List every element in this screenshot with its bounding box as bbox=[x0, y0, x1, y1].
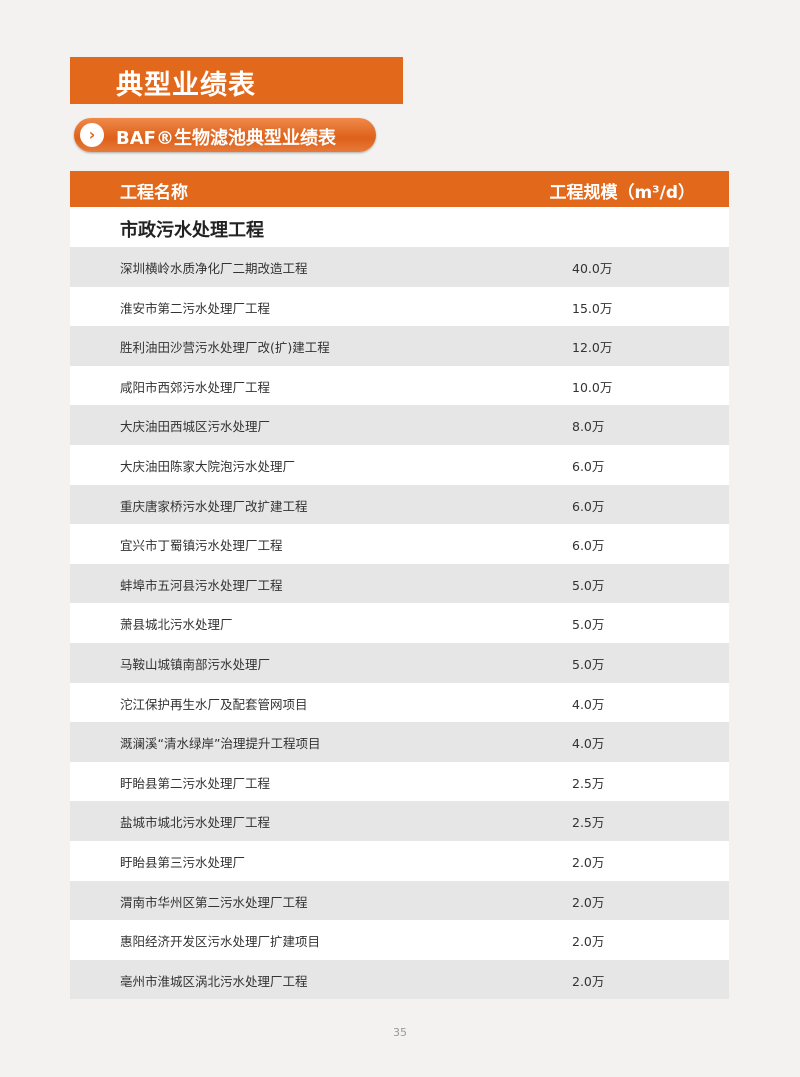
project-scale: 2.0万 bbox=[572, 894, 605, 910]
table-row: 蚌埠市五河县污水处理厂工程 5.0万 bbox=[70, 563, 729, 604]
page-title-bar: 典型业绩表 bbox=[70, 57, 403, 104]
project-name: 溉澜溪“清水绿岸”治理提升工程项目 bbox=[120, 736, 321, 752]
page-number: 35 bbox=[393, 1026, 407, 1039]
project-name: 淮安市第二污水处理厂工程 bbox=[120, 300, 271, 316]
table-row: 大庆油田陈家大院泡污水处理厂 6.0万 bbox=[70, 444, 729, 485]
table-section-heading: 市政污水处理工程 bbox=[70, 207, 729, 247]
project-name: 深圳横岭水质净化厂二期改造工程 bbox=[120, 261, 308, 276]
table-row: 亳州市淮城区涡北污水处理厂工程 2.0万 bbox=[70, 959, 729, 1000]
table-row: 淮安市第二污水处理厂工程 15.0万 bbox=[70, 286, 729, 327]
table-row: 马鞍山城镇南部污水处理厂 5.0万 bbox=[70, 642, 729, 683]
project-scale: 8.0万 bbox=[572, 419, 605, 435]
project-name: 盐城市城北污水处理厂工程 bbox=[120, 815, 271, 831]
project-scale: 6.0万 bbox=[572, 458, 605, 474]
project-scale: 5.0万 bbox=[572, 656, 605, 672]
performance-table: 工程名称 工程规模（m³/d） 市政污水处理工程 深圳横岭水质净化厂二期改造工程… bbox=[70, 171, 729, 1000]
table-row: 深圳横岭水质净化厂二期改造工程 40.0万 bbox=[70, 247, 729, 287]
project-name: 宜兴市丁蜀镇污水处理厂工程 bbox=[120, 538, 283, 554]
table-row: 咸阳市西郊污水处理厂工程 10.0万 bbox=[70, 365, 729, 406]
section-subtitle: BAF®生物滤池典型业绩表 bbox=[116, 128, 336, 149]
project-scale: 15.0万 bbox=[572, 300, 613, 316]
table-row: 盐城市城北污水处理厂工程 2.5万 bbox=[70, 801, 729, 841]
project-name: 盱眙县第二污水处理厂工程 bbox=[120, 775, 271, 791]
project-scale: 6.0万 bbox=[572, 538, 605, 554]
page-title: 典型业绩表 bbox=[116, 70, 256, 101]
table-row: 盱眙县第三污水处理厂 2.0万 bbox=[70, 840, 729, 881]
header-project-name: 工程名称 bbox=[120, 183, 188, 203]
project-name: 蚌埠市五河县污水处理厂工程 bbox=[120, 577, 283, 593]
table-row: 大庆油田西城区污水处理厂 8.0万 bbox=[70, 405, 729, 445]
project-name: 大庆油田西城区污水处理厂 bbox=[120, 419, 271, 435]
table-row: 萧县城北污水处理厂 5.0万 bbox=[70, 603, 729, 643]
project-scale: 40.0万 bbox=[572, 261, 613, 276]
project-scale: 2.0万 bbox=[572, 854, 605, 870]
project-scale: 5.0万 bbox=[572, 617, 605, 633]
project-scale: 4.0万 bbox=[572, 736, 605, 752]
project-name: 胜利油田沙营污水处理厂改(扩)建工程 bbox=[120, 340, 330, 356]
project-name: 盱眙县第三污水处理厂 bbox=[120, 854, 246, 870]
project-scale: 4.0万 bbox=[572, 696, 605, 712]
project-name: 重庆唐家桥污水处理厂改扩建工程 bbox=[120, 498, 308, 514]
table-body: 深圳横岭水质净化厂二期改造工程 40.0万淮安市第二污水处理厂工程 15.0万胜利油… bbox=[70, 247, 729, 1000]
table-row: 胜利油田沙营污水处理厂改(扩)建工程 12.0万 bbox=[70, 326, 729, 366]
project-scale: 5.0万 bbox=[572, 577, 605, 593]
project-name: 马鞍山城镇南部污水处理厂 bbox=[120, 656, 271, 672]
project-name: 惠阳经济开发区污水处理厂扩建项目 bbox=[120, 934, 321, 950]
project-scale: 6.0万 bbox=[572, 498, 605, 514]
project-scale: 10.0万 bbox=[572, 379, 613, 395]
project-scale: 2.5万 bbox=[572, 815, 605, 831]
project-name: 萧县城北污水处理厂 bbox=[120, 617, 233, 633]
table-row: 溉澜溪“清水绿岸”治理提升工程项目 4.0万 bbox=[70, 722, 729, 762]
project-scale: 2.0万 bbox=[572, 973, 605, 989]
project-name: 沱江保护再生水厂及配套管网项目 bbox=[120, 696, 308, 712]
table-row: 重庆唐家桥污水处理厂改扩建工程 6.0万 bbox=[70, 484, 729, 525]
project-name: 渭南市华州区第二污水处理厂工程 bbox=[120, 894, 308, 910]
table-row: 惠阳经济开发区污水处理厂扩建项目 2.0万 bbox=[70, 920, 729, 960]
table-row: 沱江保护再生水厂及配套管网项目 4.0万 bbox=[70, 682, 729, 723]
table-row: 盱眙县第二污水处理厂工程 2.5万 bbox=[70, 761, 729, 802]
project-scale: 2.5万 bbox=[572, 775, 605, 791]
project-name: 大庆油田陈家大院泡污水处理厂 bbox=[120, 458, 296, 474]
project-scale: 2.0万 bbox=[572, 934, 605, 950]
chevron-right-icon: › bbox=[80, 123, 104, 147]
project-name: 咸阳市西郊污水处理厂工程 bbox=[120, 379, 271, 395]
section-pill: › BAF®生物滤池典型业绩表 bbox=[74, 118, 376, 152]
section-label: 市政污水处理工程 bbox=[120, 220, 264, 241]
project-name: 亳州市淮城区涡北污水处理厂工程 bbox=[120, 973, 308, 989]
table-row: 渭南市华州区第二污水处理厂工程 2.0万 bbox=[70, 880, 729, 921]
table-row: 宜兴市丁蜀镇污水处理厂工程 6.0万 bbox=[70, 524, 729, 564]
header-scale: 工程规模（m³/d） bbox=[549, 183, 695, 203]
project-scale: 12.0万 bbox=[572, 340, 613, 356]
table-header: 工程名称 工程规模（m³/d） bbox=[70, 171, 729, 207]
